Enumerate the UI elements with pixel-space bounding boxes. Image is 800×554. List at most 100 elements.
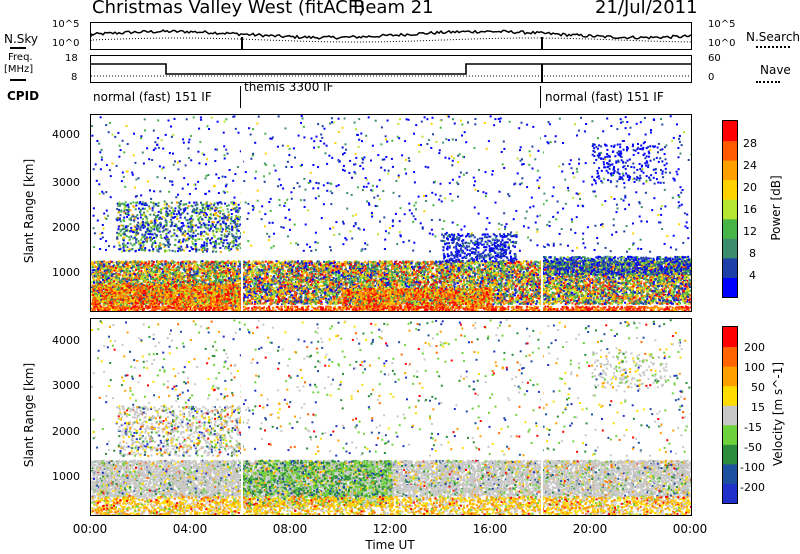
power-cell: [519, 301, 522, 304]
power-cell: [674, 284, 677, 287]
power-cell: [396, 264, 399, 266]
power-cell: [134, 261, 137, 264]
power-cell: [409, 276, 412, 279]
power-cell: [156, 300, 159, 303]
power-cell: [611, 284, 614, 286]
power-cell: [635, 296, 638, 299]
freq-right-tick-top: 60: [708, 53, 721, 64]
power-cell: [689, 297, 691, 300]
power-cell: [598, 299, 601, 302]
power-cell: [95, 271, 98, 274]
power-cell: [250, 278, 253, 281]
power-cell: [259, 273, 262, 276]
power-cell: [461, 275, 464, 278]
power-cell: [465, 273, 468, 276]
power-cell: [112, 277, 114, 280]
power-panel: [90, 114, 692, 312]
power-cell: [473, 267, 476, 270]
power-cell: [308, 284, 311, 287]
power-cell: [275, 286, 278, 289]
noise-search-line: [91, 37, 691, 43]
power-cell: [169, 273, 172, 275]
power-cell: [687, 303, 690, 306]
power-cell: [151, 260, 154, 263]
power-cell: [524, 281, 527, 284]
power-cell: [273, 290, 276, 293]
beam-label: Beam 21: [353, 0, 434, 18]
noise-left-tick-top: 10^5: [52, 19, 79, 30]
freq-right-tick-bottom: 0: [708, 72, 714, 83]
power-cell: [112, 266, 115, 269]
power-cell: [333, 285, 336, 287]
power-cell: [357, 262, 360, 265]
noise-panel: [90, 22, 692, 50]
power-cell: [661, 299, 664, 302]
power-cell: [377, 275, 380, 278]
noise-search-legend-line: [756, 46, 790, 48]
power-cell: [311, 282, 314, 285]
cpid-divider: [540, 86, 541, 108]
cpid-segment-label: normal (fast) 151 IF: [93, 90, 212, 104]
power-cell: [361, 271, 364, 273]
noise-search-label: N.Search: [746, 30, 800, 44]
power-cell: [480, 279, 483, 282]
power-cell: [269, 265, 271, 268]
power-cell: [635, 294, 638, 296]
power-cell: [321, 287, 323, 290]
power-cell: [288, 262, 291, 265]
power-cell: [591, 301, 594, 304]
date-label: 21/Jul/2011: [595, 0, 698, 18]
power-cell: [137, 277, 140, 280]
power-cell: [625, 291, 628, 294]
power-cell: [338, 287, 341, 290]
power-cell: [388, 282, 391, 284]
power-cell: [359, 279, 362, 282]
power-cell: [238, 275, 241, 278]
power-cell: [269, 293, 272, 296]
power-cell: [269, 275, 272, 278]
power-cell: [567, 299, 570, 302]
noise-sky-label: N.Sky: [4, 32, 38, 46]
power-cell: [349, 268, 352, 271]
power-cell: [636, 295, 639, 298]
freq-line: [91, 63, 691, 75]
power-cell: [246, 300, 248, 303]
nave-legend-line: [756, 81, 780, 83]
power-cell: [333, 301, 336, 304]
noise-left-tick-bottom: 10^0: [52, 38, 79, 49]
freq-panel: [90, 55, 692, 83]
power-cell: [316, 294, 319, 297]
power-cell: [287, 260, 290, 263]
power-cell: [145, 265, 147, 268]
noise-sky-line: [91, 29, 691, 40]
power-cell: [331, 285, 334, 288]
power-cell: [530, 263, 533, 266]
power-cell: [503, 282, 506, 285]
power-cell: [531, 295, 534, 298]
power-cell: [521, 272, 524, 275]
power-cell: [494, 289, 497, 292]
power-cell: [332, 277, 335, 279]
power-cell: [605, 274, 608, 277]
nave-label: Nave: [760, 63, 791, 77]
noise-right-tick-top: 10^5: [708, 19, 735, 30]
power-cell: [511, 276, 514, 279]
power-cell: [407, 287, 410, 290]
power-cell: [547, 298, 550, 301]
power-cell: [492, 303, 495, 306]
noise-right-tick-bottom: 10^0: [708, 38, 735, 49]
power-cell: [355, 267, 358, 270]
power-cell: [280, 263, 283, 266]
power-cell: [338, 262, 341, 265]
power-cell: [253, 303, 256, 306]
freq-label-1: Freq.: [8, 52, 33, 63]
power-cell: [511, 290, 514, 293]
power-cell: [257, 268, 260, 270]
freq-label-2: [MHz]: [4, 64, 33, 75]
power-cell: [151, 271, 154, 274]
cpid-label: CPID: [7, 89, 39, 103]
freq-left-tick-top: 18: [65, 53, 78, 64]
power-cell: [104, 272, 107, 274]
power-cell: [524, 289, 527, 292]
power-cell: [270, 264, 273, 267]
